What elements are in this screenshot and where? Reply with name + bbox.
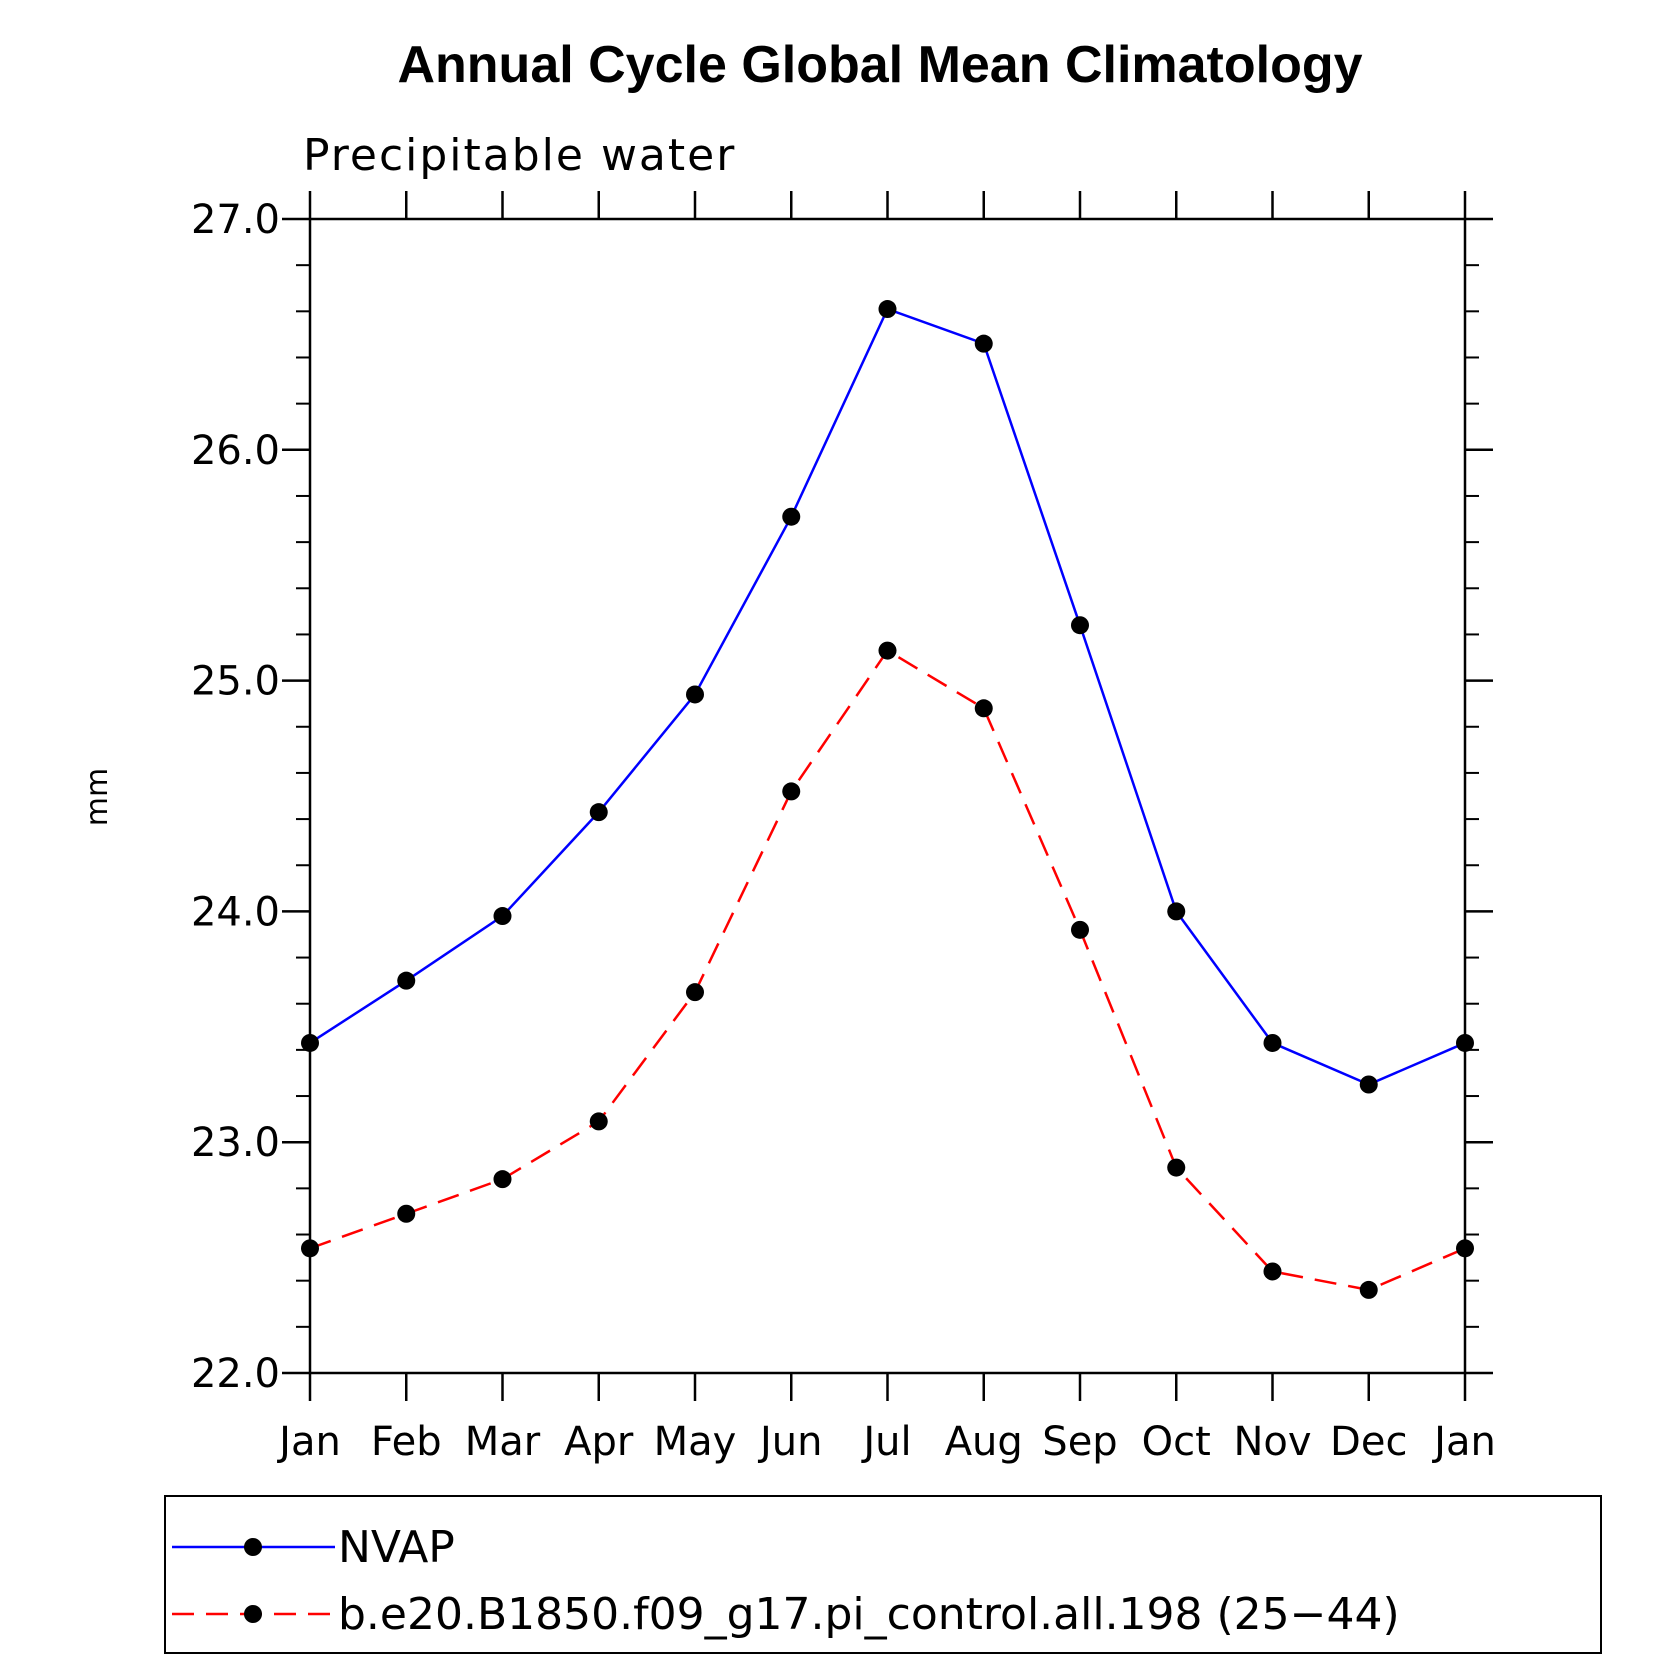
series-2 <box>301 641 1474 1299</box>
y-axis-label: mm <box>80 768 115 826</box>
data-point <box>1456 1239 1474 1258</box>
data-point <box>686 685 704 704</box>
data-point <box>974 334 993 353</box>
data-point <box>397 971 416 990</box>
x-tick-label: Jul <box>860 1419 911 1465</box>
y-tick-label: 24.0 <box>191 889 280 935</box>
data-point <box>1456 1033 1474 1052</box>
data-point <box>1167 902 1186 921</box>
x-tick-label: Aug <box>945 1419 1023 1465</box>
series-1 <box>301 300 1474 1094</box>
data-point <box>878 641 897 660</box>
data-point <box>1167 1158 1186 1177</box>
legend-marker <box>244 1538 262 1556</box>
x-tick-label: Jan <box>276 1419 341 1465</box>
x-tick-label: Sep <box>1042 1419 1117 1465</box>
legend-marker <box>244 1605 262 1623</box>
data-point <box>589 803 608 822</box>
y-tick-label: 27.0 <box>191 197 280 243</box>
plot-frame <box>308 217 1467 1375</box>
data-point <box>589 1112 608 1131</box>
data-point <box>686 983 704 1002</box>
data-point <box>1071 616 1089 635</box>
data-point <box>397 1204 416 1223</box>
legend-label: b.e20.B1850.f09_g17.pi_control.all.198 (… <box>338 1589 1400 1640</box>
y-tick-label: 22.0 <box>191 1351 280 1397</box>
x-tick-label: Feb <box>371 1419 442 1465</box>
data-point <box>1263 1262 1282 1281</box>
data-point <box>782 507 801 526</box>
x-tick-label: Apr <box>564 1419 634 1465</box>
axes: Jan Feb Mar Apr May Jun Jul Aug Sep Oct Nov Dec Jan 2… <box>191 191 1496 1465</box>
x-tick-label: Jun <box>757 1419 823 1465</box>
y-tick-label: 26.0 <box>191 428 280 474</box>
x-tick-label: May <box>654 1419 737 1465</box>
data-point <box>1263 1033 1282 1052</box>
data-point <box>493 907 512 926</box>
chart-title: Annual Cycle Global Mean Climatology <box>397 36 1362 94</box>
legend-box <box>164 1495 1602 1654</box>
data-point <box>1359 1075 1378 1094</box>
data-point <box>974 699 993 718</box>
legend-item-2: b.e20.B1850.f09_g17.pi_control.all.198 (… <box>172 1589 1400 1640</box>
legend-label: NVAP <box>338 1522 455 1573</box>
y-tick-label: 25.0 <box>191 659 280 705</box>
x-tick-label: Jan <box>1431 1419 1496 1465</box>
data-point <box>301 1239 319 1258</box>
legend: NVAP b.e20.B1850.f09_g17.pi_control.all.1… <box>164 1495 1602 1654</box>
series-line <box>309 648 1466 1292</box>
x-tick-label: Dec <box>1330 1419 1407 1465</box>
data-point <box>782 782 801 801</box>
chart-subtitle: Precipitable water <box>303 130 736 181</box>
x-tick-label: Nov <box>1233 1419 1311 1465</box>
x-tick-label: Oct <box>1142 1419 1211 1465</box>
data-point <box>1359 1280 1378 1299</box>
x-tick-label: Mar <box>465 1419 541 1465</box>
data-point <box>878 300 897 319</box>
legend-item-1: NVAP <box>172 1522 455 1573</box>
data-point <box>301 1033 319 1052</box>
data-point <box>1071 920 1089 939</box>
series-line <box>309 307 1466 1086</box>
series-layer <box>301 300 1474 1299</box>
y-tick-label: 23.0 <box>191 1120 280 1166</box>
data-point <box>493 1170 512 1189</box>
